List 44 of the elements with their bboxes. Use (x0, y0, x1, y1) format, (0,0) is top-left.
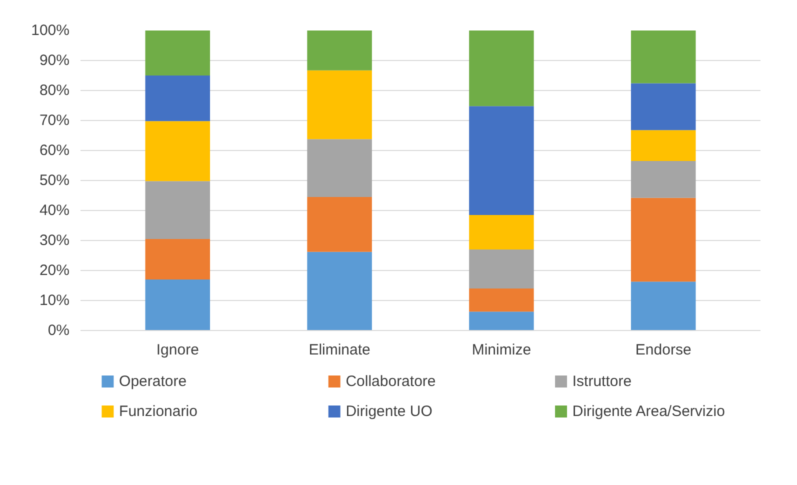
bar (469, 30, 534, 106)
bar (307, 252, 372, 330)
bar (630, 83, 696, 130)
bar (469, 312, 534, 330)
bar (469, 288, 534, 312)
bar (630, 161, 696, 198)
y-tick-label: 80% (39, 82, 70, 99)
legend-label: Dirigente UO (346, 403, 432, 420)
y-tick-label: 10% (39, 292, 70, 309)
bar (630, 30, 696, 84)
y-tick-label: 60% (39, 142, 70, 159)
bar (145, 239, 210, 280)
y-tick-label: 0% (48, 322, 70, 339)
bar (630, 130, 696, 161)
legend-label: Istruttore (572, 373, 632, 390)
bar (307, 30, 372, 70)
bar (145, 121, 210, 182)
bar (307, 70, 372, 140)
legend-label: Operatore (119, 373, 187, 390)
bar (469, 250, 534, 288)
bar (469, 106, 534, 215)
bar (145, 280, 210, 330)
bar (469, 215, 534, 250)
bar (630, 282, 696, 330)
x-tick-label: Minimize (472, 342, 532, 358)
bar (307, 139, 372, 197)
bar (145, 30, 210, 76)
y-tick-label: 90% (39, 52, 70, 69)
legend-label: Dirigente Area/Servizio (572, 403, 725, 420)
y-tick-label: 40% (39, 202, 70, 219)
x-tick-label: Endorse (635, 342, 692, 358)
x-tick-label: Eliminate (308, 342, 370, 358)
legend-label: Funzionario (119, 403, 198, 420)
x-tick-label: Ignore (156, 342, 199, 358)
y-tick-label: 20% (39, 262, 70, 279)
bar (145, 76, 210, 122)
bar (145, 181, 210, 239)
bar (307, 197, 372, 252)
legend-label: Collaboratore (346, 373, 436, 390)
y-tick-label: 70% (39, 112, 70, 129)
bar (630, 198, 696, 282)
y-tick-label: 100% (31, 22, 70, 39)
y-tick-label: 50% (39, 172, 70, 189)
y-tick-label: 30% (39, 232, 70, 249)
